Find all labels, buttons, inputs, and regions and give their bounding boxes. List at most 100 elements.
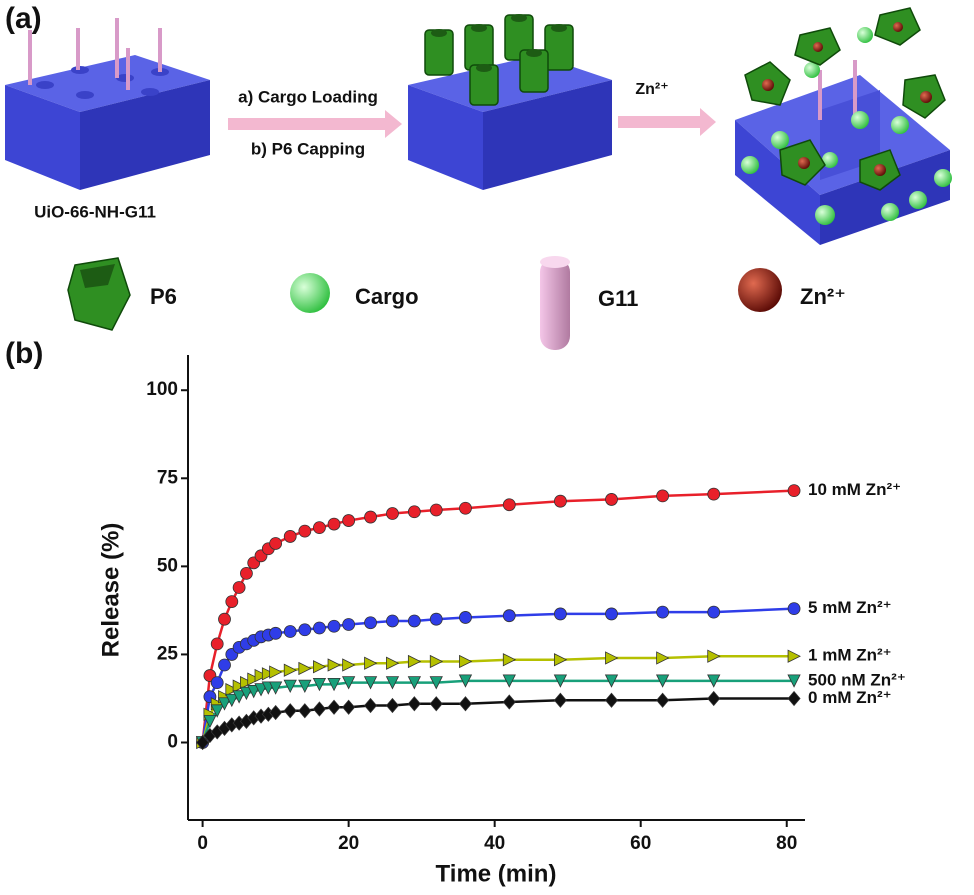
marker bbox=[707, 605, 721, 619]
marker bbox=[429, 654, 444, 669]
marker bbox=[225, 683, 239, 697]
marker bbox=[605, 651, 619, 665]
marker bbox=[787, 484, 801, 498]
marker bbox=[787, 649, 801, 663]
x-tick-label: 80 bbox=[776, 833, 797, 854]
marker bbox=[225, 595, 239, 608]
marker bbox=[312, 677, 327, 692]
marker bbox=[232, 581, 246, 594]
legend-label: Cargo bbox=[355, 284, 419, 309]
panel-a-diagram: (a) UiO-66-NH-G11 a) Cargo Loading b) P6… bbox=[5, 2, 952, 350]
marker bbox=[385, 676, 400, 690]
panel-label: (a) bbox=[5, 2, 42, 35]
y-axis-title: Release (%) bbox=[97, 523, 124, 658]
series-label: 10 mM Zn²⁺ bbox=[808, 480, 901, 499]
y-tick-label: 0 bbox=[167, 732, 178, 753]
marker bbox=[313, 660, 327, 674]
marker bbox=[656, 651, 670, 665]
marker bbox=[268, 681, 283, 695]
marker bbox=[553, 653, 568, 667]
marker bbox=[605, 607, 618, 621]
x-axis-title: Time (min) bbox=[436, 860, 557, 887]
marker bbox=[225, 693, 239, 708]
marker bbox=[502, 498, 516, 512]
marker bbox=[342, 658, 356, 672]
marker bbox=[459, 654, 473, 669]
marker bbox=[429, 696, 443, 712]
marker bbox=[327, 517, 341, 531]
marker bbox=[502, 609, 516, 623]
marker bbox=[327, 677, 341, 692]
marker bbox=[298, 623, 312, 637]
marker bbox=[707, 649, 721, 663]
marker bbox=[553, 674, 568, 688]
marker bbox=[247, 685, 261, 699]
series-label: 1 mM Zn²⁺ bbox=[808, 646, 892, 665]
marker bbox=[386, 656, 400, 670]
marker bbox=[283, 703, 297, 719]
marker bbox=[386, 507, 399, 520]
y-tick-label: 50 bbox=[157, 555, 178, 576]
marker bbox=[553, 494, 567, 508]
marker bbox=[261, 667, 276, 681]
marker bbox=[429, 503, 443, 517]
marker bbox=[787, 602, 801, 616]
marker bbox=[269, 665, 283, 679]
marker bbox=[605, 493, 618, 506]
marker bbox=[787, 674, 801, 688]
marker bbox=[232, 690, 246, 704]
marker bbox=[502, 653, 517, 667]
marker bbox=[298, 703, 312, 719]
marker bbox=[298, 661, 312, 676]
marker bbox=[203, 714, 217, 729]
marker bbox=[553, 692, 567, 708]
marker bbox=[707, 487, 721, 501]
marker bbox=[327, 658, 341, 672]
marker bbox=[364, 510, 377, 524]
marker bbox=[210, 637, 224, 651]
trigger-label: Zn²⁺ bbox=[635, 81, 668, 98]
marker bbox=[283, 625, 297, 638]
marker bbox=[459, 611, 472, 624]
marker bbox=[283, 663, 298, 677]
y-tick-label: 100 bbox=[146, 379, 178, 400]
marker bbox=[254, 668, 268, 683]
marker bbox=[240, 675, 254, 690]
marker bbox=[502, 674, 516, 688]
marker bbox=[312, 701, 326, 717]
marker bbox=[502, 694, 516, 710]
marker bbox=[298, 679, 312, 694]
x-tick-label: 20 bbox=[338, 833, 359, 854]
y-tick-label: 75 bbox=[157, 467, 179, 488]
marker bbox=[218, 612, 231, 626]
marker bbox=[342, 618, 356, 631]
marker bbox=[210, 676, 224, 690]
legend-label: Zn²⁺ bbox=[800, 284, 846, 309]
marker bbox=[385, 697, 399, 714]
marker bbox=[254, 683, 268, 697]
marker bbox=[458, 674, 473, 688]
marker bbox=[407, 505, 421, 519]
marker bbox=[341, 676, 356, 690]
step-label: a) Cargo Loading bbox=[238, 87, 378, 106]
marker bbox=[269, 626, 283, 640]
marker bbox=[707, 674, 721, 688]
marker bbox=[656, 692, 670, 708]
series-label: 5 mM Zn²⁺ bbox=[808, 598, 892, 617]
marker bbox=[342, 514, 356, 527]
series-label: 0 mM Zn²⁺ bbox=[808, 688, 892, 707]
marker bbox=[707, 690, 721, 707]
marker bbox=[656, 605, 670, 619]
marker bbox=[787, 690, 801, 707]
marker bbox=[364, 656, 378, 670]
marker bbox=[604, 692, 619, 708]
marker bbox=[239, 686, 254, 701]
marker bbox=[364, 616, 377, 630]
x-tick-label: 60 bbox=[630, 833, 651, 854]
marker bbox=[553, 607, 567, 621]
series-label: 500 nM Zn²⁺ bbox=[808, 670, 906, 689]
marker bbox=[327, 619, 341, 633]
x-tick-label: 0 bbox=[197, 833, 208, 854]
material-label: UiO-66-NH-G11 bbox=[34, 202, 156, 221]
